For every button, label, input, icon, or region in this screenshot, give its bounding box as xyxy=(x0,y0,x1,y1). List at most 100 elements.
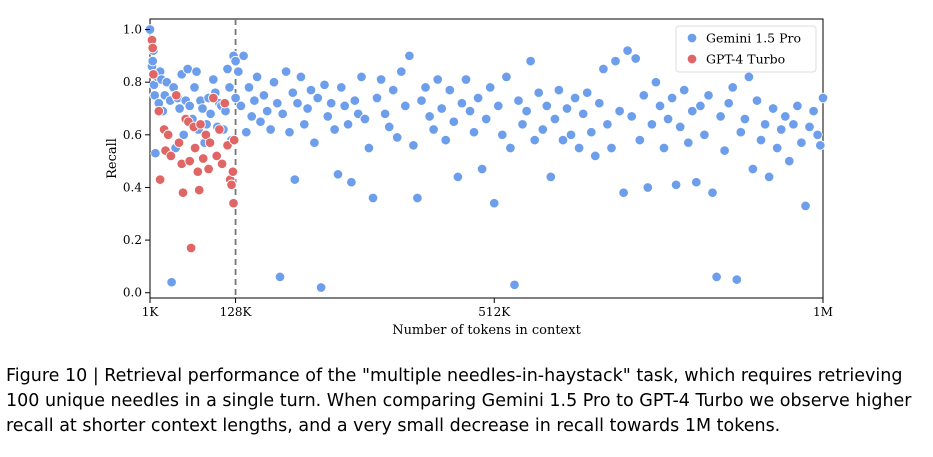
gemini-point xyxy=(634,134,646,146)
gemini-point xyxy=(670,179,682,191)
gemini-point xyxy=(363,142,375,154)
gemini-point xyxy=(412,192,423,204)
gemini-point xyxy=(792,100,803,112)
gemini-point xyxy=(424,111,435,122)
gpt4-point xyxy=(165,150,177,162)
gemini-point xyxy=(359,113,371,125)
y-tick-label: 1.0 xyxy=(123,23,142,37)
gemini-point xyxy=(166,276,177,288)
gemini-point xyxy=(565,129,577,141)
gpt4-point xyxy=(204,137,216,148)
gemini-point xyxy=(396,66,407,77)
axis-ticks: 1K 128K 512K 1M 0.0 0.2 0.4 0.6 0.8 1.0 xyxy=(123,23,833,319)
gemini-point xyxy=(586,126,597,138)
gemini-point xyxy=(581,87,593,98)
gemini-point xyxy=(336,82,347,93)
gemini-point xyxy=(817,92,829,104)
gemini-point xyxy=(577,108,589,120)
gemini-point xyxy=(723,97,734,109)
gemini-point xyxy=(230,55,241,67)
gemini-point xyxy=(238,50,249,62)
legend-marker xyxy=(686,53,698,65)
gemini-point xyxy=(622,45,633,56)
gemini-point xyxy=(205,108,216,120)
gemini-point xyxy=(614,105,625,117)
gemini-point xyxy=(436,103,447,114)
gemini-point xyxy=(302,103,313,114)
gpt4-point xyxy=(216,158,228,170)
gemini-point xyxy=(448,116,460,127)
gemini-point xyxy=(309,137,320,148)
legend-box xyxy=(675,25,817,73)
legend-label: Gemini 1.5 Pro xyxy=(706,31,801,46)
legend: Gemini 1.5 Pro GPT-4 Turbo xyxy=(675,25,817,73)
gemini-point xyxy=(241,126,252,138)
gemini-point xyxy=(594,97,605,109)
gemini-point xyxy=(727,82,738,93)
scatter-chart: 1K 128K 512K 1M 0.0 0.2 0.4 0.6 0.8 1.0 Number of… xyxy=(105,18,833,338)
gemini-point xyxy=(182,63,193,75)
gemini-point xyxy=(658,142,670,154)
plot-area-border xyxy=(149,18,824,299)
gemini-point xyxy=(332,169,344,180)
gemini-point xyxy=(322,111,334,122)
gemini-point xyxy=(299,119,310,130)
gemini-point xyxy=(147,55,158,67)
x-tick-label: 1M xyxy=(813,305,833,319)
gemini-point xyxy=(251,71,263,83)
gemini-point xyxy=(650,76,662,88)
gemini-point xyxy=(509,279,520,291)
y-tick-label: 0.2 xyxy=(123,233,142,247)
gemini-point xyxy=(735,126,747,138)
gemini-point xyxy=(784,155,795,167)
gpt4-point xyxy=(228,134,240,146)
gemini-point xyxy=(775,124,787,135)
gemini-point xyxy=(174,103,185,114)
gpt4-point xyxy=(195,119,206,130)
x-axis-label: Number of tokens in context xyxy=(392,323,581,338)
gemini-point xyxy=(642,182,654,193)
gpt4-point xyxy=(226,179,237,191)
gemini-point xyxy=(666,92,678,104)
chart-figure: 1K 128K 512K 1M 0.0 0.2 0.4 0.6 0.8 1.0 Number of… xyxy=(105,18,833,338)
gemini-point xyxy=(184,100,195,112)
gemini-point xyxy=(464,105,476,117)
gemini-point xyxy=(480,113,492,125)
gemini-point xyxy=(646,119,658,130)
y-tick-label: 0.8 xyxy=(123,75,142,89)
gemini-point xyxy=(602,119,613,130)
gemini-point xyxy=(268,76,280,88)
gemini-point xyxy=(428,124,439,135)
gpt4-point xyxy=(153,105,165,117)
gemini-point xyxy=(315,282,327,293)
gemini-point xyxy=(654,100,666,112)
gemini-point xyxy=(243,82,255,93)
gpt4-point xyxy=(173,137,185,148)
gemini-point xyxy=(367,192,379,204)
gemini-point xyxy=(541,100,553,112)
gemini-point xyxy=(224,82,235,93)
gemini-point xyxy=(339,100,350,112)
gemini-point xyxy=(235,100,247,112)
gemini-point xyxy=(751,95,763,106)
gemini-point xyxy=(400,100,411,112)
gemini-point xyxy=(444,84,456,96)
gemini-point xyxy=(432,74,443,85)
y-tick-label: 0.0 xyxy=(123,286,142,300)
gemini-point xyxy=(265,124,276,135)
gemini-point xyxy=(501,71,512,83)
gemini-point xyxy=(505,142,516,154)
x-tick-label: 128K xyxy=(220,305,253,319)
gemini-point xyxy=(699,129,710,141)
gemini-point xyxy=(812,129,823,141)
gemini-point xyxy=(274,271,286,283)
gemini-point xyxy=(755,134,767,146)
gemini-point xyxy=(525,55,536,67)
gemini-point xyxy=(249,95,260,106)
gemini-point xyxy=(618,187,629,198)
gemini-point xyxy=(545,171,557,183)
gemini-point xyxy=(191,66,202,77)
gpt4-point xyxy=(211,150,222,162)
gemini-point xyxy=(804,121,815,133)
gemini-point xyxy=(719,145,730,156)
